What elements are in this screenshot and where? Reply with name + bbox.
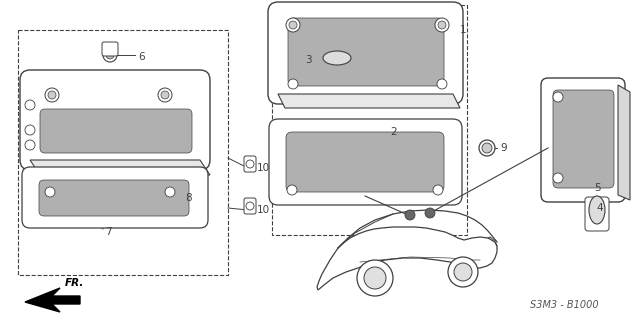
Circle shape: [482, 143, 492, 153]
Circle shape: [106, 51, 114, 59]
Circle shape: [25, 140, 35, 150]
Circle shape: [287, 185, 297, 195]
Circle shape: [246, 202, 254, 210]
Polygon shape: [278, 94, 460, 108]
Circle shape: [437, 79, 447, 89]
Circle shape: [433, 185, 443, 195]
Circle shape: [286, 18, 300, 32]
FancyBboxPatch shape: [39, 180, 189, 216]
FancyBboxPatch shape: [244, 156, 256, 172]
FancyBboxPatch shape: [40, 109, 192, 153]
Circle shape: [454, 263, 472, 281]
Polygon shape: [30, 160, 210, 175]
Circle shape: [45, 187, 55, 197]
Circle shape: [289, 21, 297, 29]
Polygon shape: [618, 85, 630, 200]
Text: 1: 1: [460, 25, 467, 35]
Circle shape: [405, 210, 415, 220]
Circle shape: [25, 125, 35, 135]
FancyBboxPatch shape: [541, 78, 625, 202]
Circle shape: [158, 88, 172, 102]
Bar: [290, 136, 440, 188]
Text: FR.: FR.: [65, 278, 84, 288]
Ellipse shape: [323, 51, 351, 65]
FancyBboxPatch shape: [22, 167, 208, 228]
Text: 4: 4: [596, 203, 603, 213]
Text: 3: 3: [305, 55, 311, 65]
Polygon shape: [25, 288, 80, 312]
Circle shape: [357, 260, 393, 296]
Text: 10: 10: [257, 205, 270, 215]
FancyBboxPatch shape: [20, 70, 210, 170]
Polygon shape: [317, 227, 497, 290]
Circle shape: [48, 91, 56, 99]
FancyBboxPatch shape: [244, 198, 256, 214]
Circle shape: [479, 140, 495, 156]
Bar: [42, 183, 188, 213]
FancyBboxPatch shape: [269, 119, 462, 205]
FancyBboxPatch shape: [288, 18, 444, 86]
FancyBboxPatch shape: [553, 90, 614, 188]
FancyBboxPatch shape: [268, 2, 463, 104]
Circle shape: [448, 257, 478, 287]
Text: S3M3 - B1000: S3M3 - B1000: [530, 300, 599, 310]
Bar: [18, 30, 228, 275]
Circle shape: [364, 267, 386, 289]
Circle shape: [45, 88, 59, 102]
Circle shape: [103, 48, 117, 62]
Text: 6: 6: [138, 52, 145, 62]
Bar: [556, 93, 611, 185]
Circle shape: [288, 79, 298, 89]
Ellipse shape: [589, 196, 605, 224]
FancyBboxPatch shape: [286, 132, 444, 192]
Bar: [292, 22, 440, 82]
Circle shape: [438, 21, 446, 29]
Text: 9: 9: [500, 143, 506, 153]
Circle shape: [246, 160, 254, 168]
Circle shape: [435, 18, 449, 32]
Circle shape: [553, 92, 563, 102]
Circle shape: [165, 187, 175, 197]
Circle shape: [25, 100, 35, 110]
FancyBboxPatch shape: [102, 42, 118, 56]
Text: 8: 8: [185, 193, 192, 203]
Text: 2: 2: [390, 127, 397, 137]
Bar: [272, 5, 467, 235]
Text: 7: 7: [105, 227, 111, 237]
Circle shape: [161, 91, 169, 99]
Circle shape: [553, 173, 563, 183]
Bar: [42, 112, 190, 150]
FancyBboxPatch shape: [585, 197, 609, 231]
Circle shape: [425, 208, 435, 218]
Text: 10: 10: [257, 163, 270, 173]
Text: 5: 5: [594, 183, 601, 193]
